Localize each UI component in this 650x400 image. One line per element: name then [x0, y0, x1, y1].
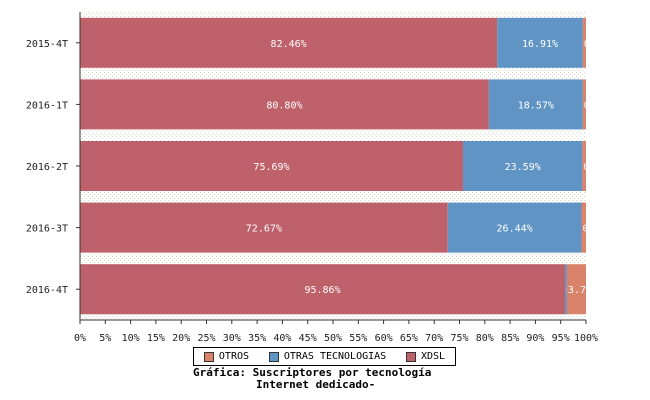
- bar-otras-tecnologias-2015-4T: [497, 17, 583, 68]
- legend-label-xdsl: XDSL: [421, 351, 446, 362]
- legend-item-otros: OTROS: [203, 351, 250, 362]
- bar-otros-2016-2T: [582, 141, 586, 191]
- bar-xdsl-2015-4T: [80, 17, 498, 68]
- bar-xdsl-2016-4T: [80, 264, 566, 315]
- y-tick-label: 2016-4T: [26, 285, 68, 296]
- x-tick-label: 5%: [99, 333, 111, 344]
- bar-xdsl-2016-2T: [80, 141, 463, 191]
- x-tick-label: 60%: [375, 333, 393, 344]
- bar-xdsl-2016-3T: [80, 202, 448, 253]
- bar-otros-2016-4T: [566, 264, 586, 315]
- bar-otras-tecnologias-2016-3T: [447, 202, 582, 253]
- y-tick-label: 2015-4T: [26, 39, 68, 50]
- data-label-xdsl-2016-3T: 72.67%: [246, 224, 282, 235]
- caption-line-1: Gráfica: Suscriptores por tecnología: [193, 366, 432, 379]
- data-label-otras-tecnologias-2016-1T: 18.57%: [518, 100, 554, 111]
- x-tick-label: 50%: [324, 333, 342, 344]
- x-tick-label: 25%: [197, 333, 215, 344]
- legend-label-otras-tecnologias: OTRAS TECNOLOGIAS: [283, 351, 387, 362]
- data-label-otras-tecnologias-2016-2T: 23.59%: [505, 162, 541, 173]
- data-label-xdsl-2016-4T: 95.86%: [304, 285, 340, 296]
- bar-xdsl-2016-1T: [80, 79, 489, 130]
- x-tick-label: 20%: [172, 333, 190, 344]
- bar-otros-2016-3T: [581, 202, 586, 253]
- data-label-xdsl-2015-4T: 82.46%: [271, 39, 307, 50]
- chart-caption: Gráfica: Suscriptores por tecnología Int…: [193, 367, 483, 391]
- data-label-otras-tecnologias-2016-3T: 26.44%: [497, 224, 533, 235]
- bar-otras-tecnologias-2016-2T: [462, 141, 583, 191]
- x-tick-label: 80%: [476, 333, 494, 344]
- bar-otros-2015-4T: [582, 17, 586, 68]
- x-tick-label: 65%: [400, 333, 418, 344]
- x-tick-label: 45%: [299, 333, 317, 344]
- data-label-otros-2015-4T: 0.6: [584, 39, 602, 50]
- legend-item-xdsl: XDSL: [406, 351, 445, 362]
- data-label-xdsl-2016-2T: 75.69%: [253, 162, 289, 173]
- x-tick-label: 0%: [74, 333, 86, 344]
- x-tick-label: 30%: [223, 333, 241, 344]
- data-label-otros-2016-1T: 0.6: [584, 100, 602, 111]
- legend-item-otras-tecnologias: OTRAS TECNOLOGIAS: [268, 351, 387, 362]
- legend: OTROS OTRAS TECNOLOGIAS XDSL: [193, 347, 456, 366]
- x-tick-label: 40%: [273, 333, 291, 344]
- x-tick-label: 55%: [349, 333, 367, 344]
- x-tick-label: 15%: [147, 333, 165, 344]
- legend-swatch-xdsl: [406, 351, 416, 362]
- legend-label-otros: OTROS: [218, 351, 250, 362]
- x-tick-label: 100%: [574, 333, 598, 344]
- y-tick-label: 2016-2T: [26, 162, 68, 173]
- y-tick-label: 2016-3T: [26, 224, 68, 235]
- x-tick-label: 75%: [450, 333, 468, 344]
- x-tick-label: 10%: [122, 333, 140, 344]
- x-tick-label: 70%: [425, 333, 443, 344]
- bar-otros-2016-1T: [582, 79, 586, 130]
- y-tick-label: 2016-1T: [26, 100, 68, 111]
- data-label-otros-2016-4T: 3.77%: [568, 285, 598, 296]
- x-tick-label: 85%: [501, 333, 519, 344]
- bar-otras-tecnologias-2016-1T: [488, 79, 583, 130]
- x-tick-label: 35%: [248, 333, 266, 344]
- x-tick-label: 90%: [526, 333, 544, 344]
- bar-otras-tecnologias-2016-4T: [565, 264, 567, 315]
- legend-swatch-otras-tecnologias: [268, 351, 279, 362]
- x-tick-label: 95%: [552, 333, 570, 344]
- data-label-otras-tecnologias-2015-4T: 16.91%: [522, 39, 558, 50]
- caption-line-2: Internet dedicado-: [256, 378, 376, 391]
- data-label-otros-2016-2T: 0.7: [583, 162, 601, 173]
- legend-swatch-otros: [203, 351, 214, 362]
- data-label-xdsl-2016-1T: 80.80%: [266, 100, 302, 111]
- data-label-otros-2016-3T: 0.8: [582, 224, 600, 235]
